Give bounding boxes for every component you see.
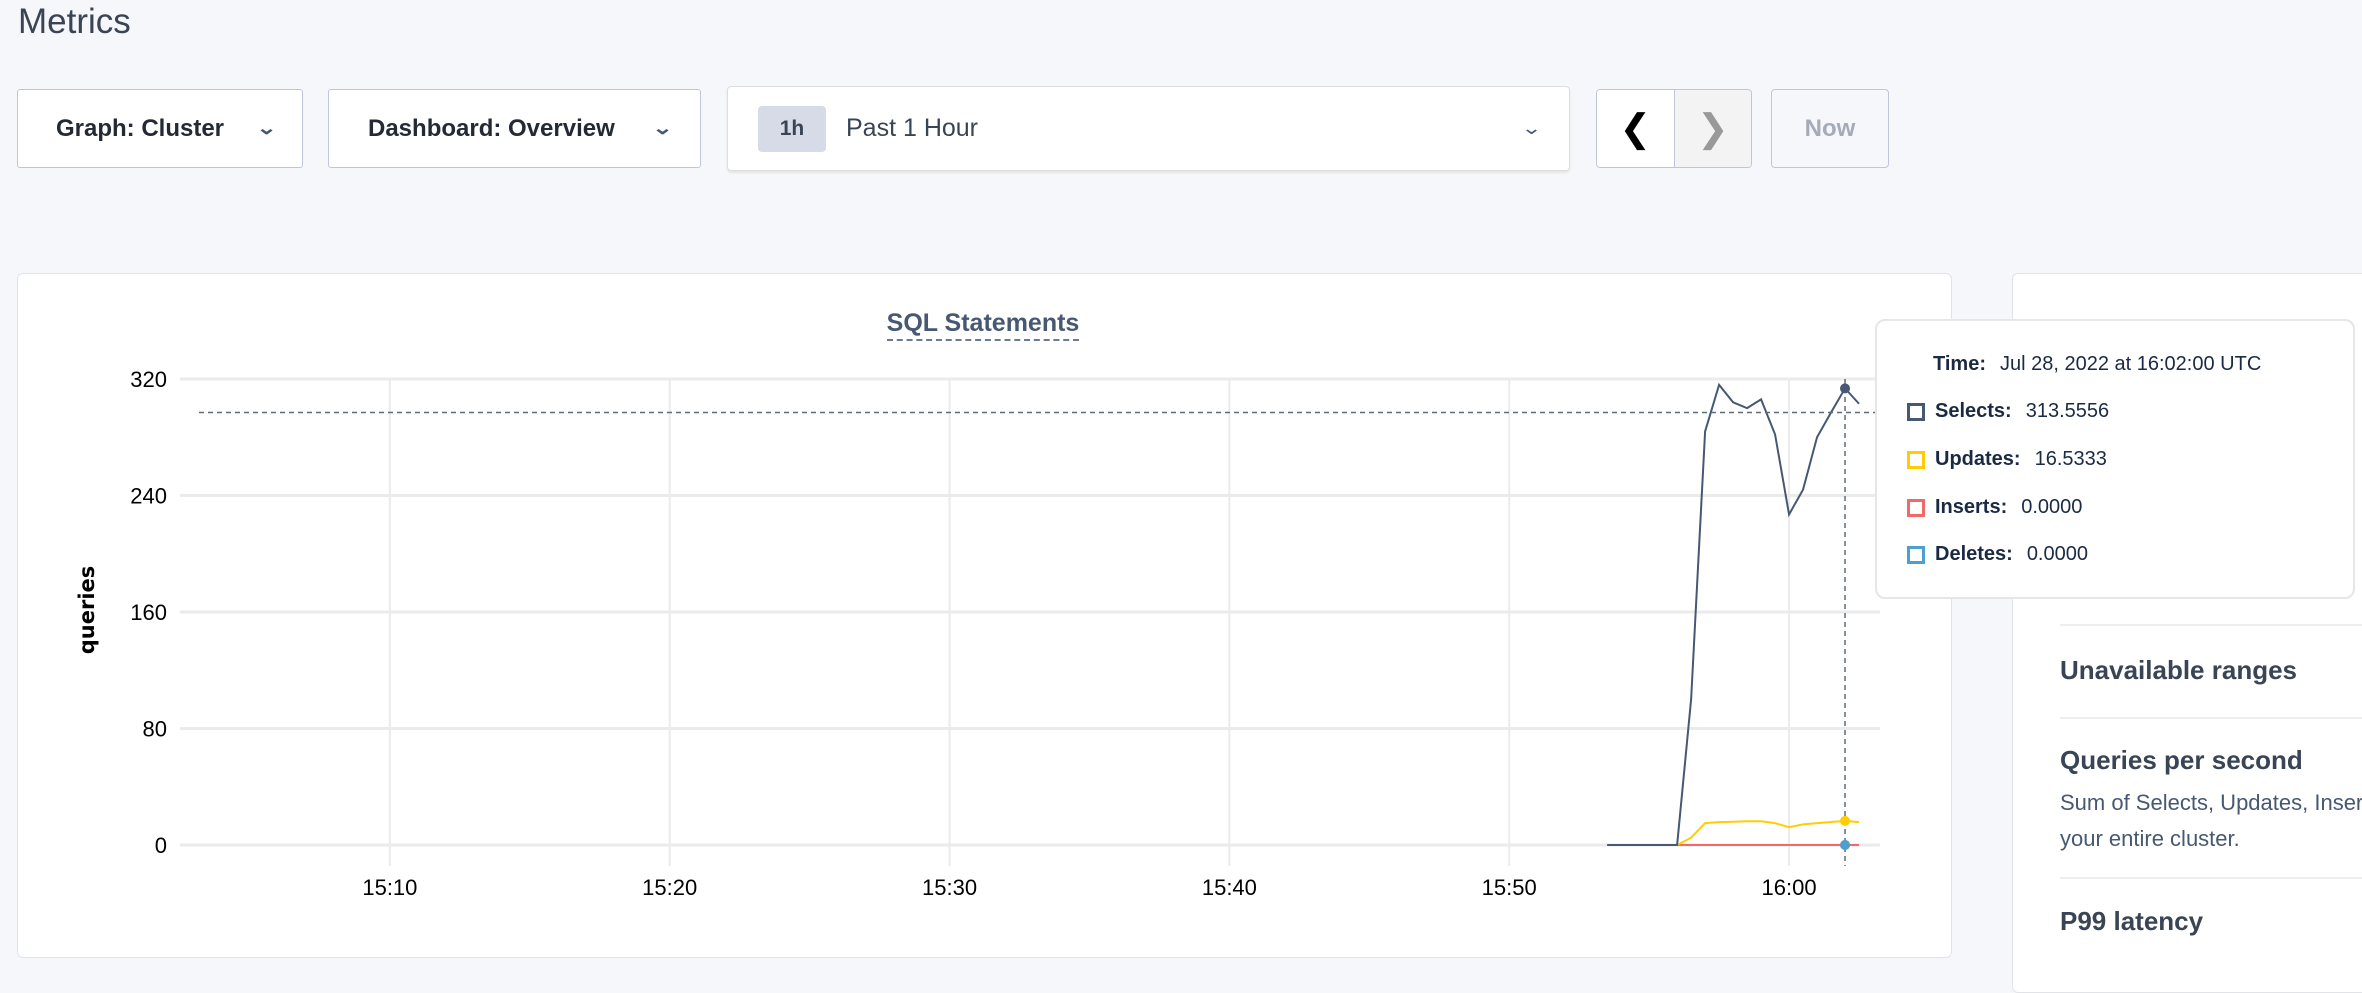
selects-hover-dot	[1840, 383, 1851, 394]
dashboard-dropdown[interactable]: Dashboard: Overview ⌄	[328, 89, 701, 168]
divider	[2060, 877, 2362, 879]
x-tick-label: 15:40	[1202, 875, 1257, 900]
qps-description: Sum of Selects, Updates, Inser	[2060, 790, 2362, 815]
graph-dropdown[interactable]: Graph: Cluster ⌄	[17, 89, 303, 168]
graph-dropdown-label: Graph: Cluster	[56, 114, 225, 142]
unavailable-ranges-title: Unavailable ranges	[2060, 655, 2297, 685]
divider	[2060, 624, 2362, 626]
chevron-down-icon: ⌄	[651, 118, 674, 138]
chevron-down-icon: ⌄	[255, 118, 278, 138]
inserts-legend-swatch	[1907, 498, 1925, 517]
deletes-hover-dot	[1840, 840, 1851, 850]
updates-hover-dot	[1840, 815, 1851, 826]
divider	[2060, 717, 2362, 719]
updates-legend-swatch	[1907, 450, 1925, 469]
y-tick-label: 320	[130, 367, 167, 392]
time-range-dropdown[interactable]: 1h Past 1 Hour ⌄	[727, 86, 1570, 171]
time-range-label: Past 1 Hour	[846, 114, 979, 142]
qps-title: Queries per second	[2060, 745, 2303, 775]
qps-description-2: your entire cluster.	[2060, 826, 2240, 851]
chart-title[interactable]: SQL Statements	[886, 309, 1080, 341]
tooltip-inserts: Inserts: 0.0000	[1907, 496, 2082, 519]
selects-line	[1607, 382, 1860, 846]
y-tick-label: 0	[155, 833, 167, 858]
chevron-down-icon: ⌄	[1520, 118, 1543, 138]
updates-line	[1607, 819, 1860, 846]
y-tick-label: 240	[130, 484, 167, 509]
tooltip-time: Time: Jul 28, 2022 at 16:02:00 UTC	[1933, 353, 2262, 375]
time-range-badge: 1h	[758, 105, 826, 152]
chevron-left-icon[interactable]: ❮	[1597, 90, 1675, 167]
page-title: Metrics	[18, 2, 131, 41]
x-tick-label: 16:00	[1762, 875, 1817, 900]
time-nav: ❮ ❯	[1596, 89, 1752, 168]
chevron-right-icon[interactable]: ❯	[1674, 90, 1751, 167]
y-axis-label: queries	[75, 566, 99, 655]
y-tick-label: 160	[130, 600, 167, 625]
x-tick-label: 15:20	[642, 875, 697, 900]
x-tick-label: 15:30	[922, 875, 977, 900]
now-button[interactable]: Now	[1771, 89, 1889, 168]
selects-legend-swatch	[1907, 402, 1925, 421]
p99-latency-title: P99 latency	[2060, 906, 2204, 936]
tooltip-updates: Updates: 16.5333	[1907, 448, 2107, 471]
tooltip-selects: Selects: 313.5556	[1907, 400, 2109, 423]
chart-tooltip: Time: Jul 28, 2022 at 16:02:00 UTC Select…	[1875, 319, 2355, 599]
y-tick-label: 80	[143, 717, 167, 742]
x-tick-label: 15:50	[1482, 875, 1537, 900]
x-tick-label: 15:10	[362, 875, 417, 900]
sql-statements-chart[interactable]: 0 80 160 240 320 15:10 15:20 15:30 15:40 15:50 16:…	[0, 0, 2362, 966]
deletes-legend-swatch	[1907, 545, 1925, 564]
dashboard-dropdown-label: Dashboard: Overview	[368, 114, 615, 142]
tooltip-deletes: Deletes: 0.0000	[1907, 543, 2088, 566]
